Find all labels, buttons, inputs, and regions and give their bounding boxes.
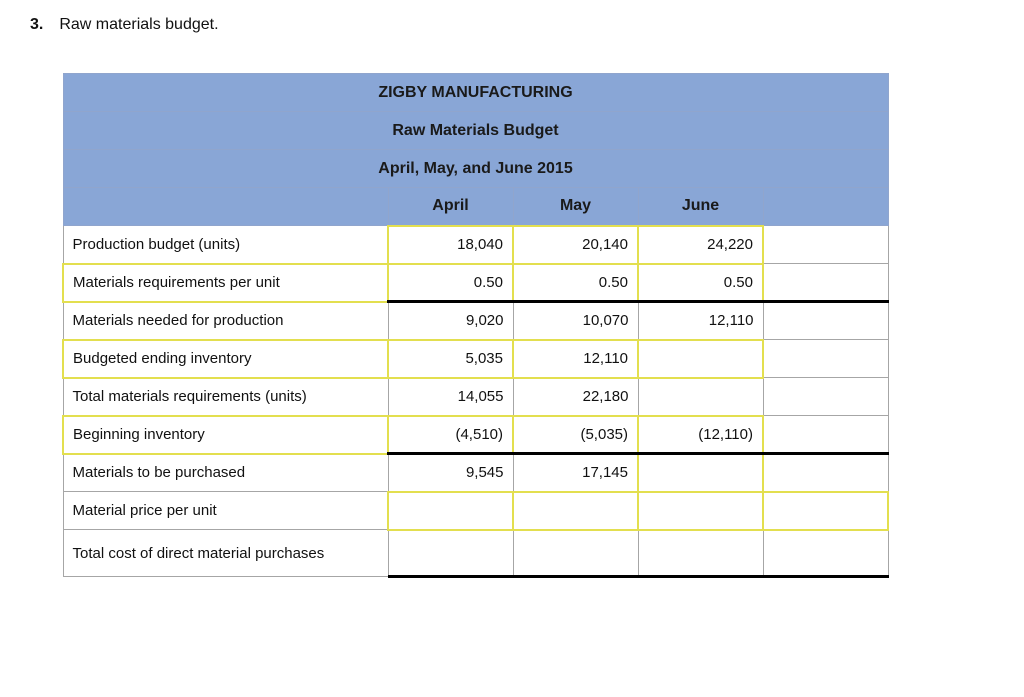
- table-title-report: Raw Materials Budget: [62, 111, 889, 150]
- column-header-blank-right: [762, 187, 889, 226]
- value-cell: [762, 263, 889, 303]
- row-label: Production budget (units): [62, 225, 389, 264]
- heading-text: Raw materials budget.: [59, 16, 219, 33]
- table-row: Total cost of direct material purchases: [62, 529, 889, 578]
- input-cell[interactable]: [387, 490, 514, 531]
- row-label: Material price per unit: [62, 491, 389, 530]
- value-cell: [762, 529, 889, 578]
- input-cell[interactable]: 0.50: [512, 262, 639, 303]
- input-cell[interactable]: 24,220: [637, 224, 764, 265]
- row-label: Materials to be purchased: [62, 453, 389, 492]
- input-cell[interactable]: [637, 452, 764, 493]
- input-cell[interactable]: (4,510): [387, 414, 514, 455]
- raw-materials-budget-table: ZIGBY MANUFACTURING Raw Materials Budget…: [62, 73, 889, 578]
- input-cell[interactable]: [637, 338, 764, 379]
- value-cell: 12,110: [637, 301, 764, 340]
- value-cell: 9,020: [387, 301, 514, 340]
- value-cell: [762, 453, 889, 492]
- value-cell: [637, 529, 764, 578]
- table-row: Total materials requirements (units) 14,0…: [62, 377, 889, 416]
- input-cell[interactable]: (5,035): [512, 414, 639, 455]
- table-title-company: ZIGBY MANUFACTURING: [62, 73, 889, 112]
- input-cell[interactable]: (12,110): [637, 414, 764, 455]
- value-cell: 14,055: [387, 377, 514, 416]
- value-cell: 9,545: [387, 453, 514, 492]
- value-cell: [512, 529, 639, 578]
- input-cell[interactable]: 12,110: [512, 338, 639, 379]
- value-cell: 17,145: [512, 453, 639, 492]
- value-cell: [762, 339, 889, 378]
- table-row: Material price per unit: [62, 490, 889, 531]
- table-title-row-period: April, May, and June 2015: [62, 149, 889, 188]
- value-cell: 10,070: [512, 301, 639, 340]
- input-cell[interactable]: 18,040: [387, 224, 514, 265]
- input-cell[interactable]: 0.50: [637, 262, 764, 303]
- value-cell: [762, 377, 889, 416]
- table-row: Materials requirements per unit 0.50 0.50 0…: [62, 262, 889, 303]
- row-label[interactable]: Beginning inventory: [62, 414, 389, 455]
- row-label[interactable]: Materials requirements per unit: [62, 262, 389, 303]
- table-title-row-company: ZIGBY MANUFACTURING: [62, 73, 889, 112]
- column-header-row: April May June: [62, 187, 889, 226]
- table-row: Beginning inventory (4,510) (5,035) (12,110…: [62, 414, 889, 455]
- input-cell[interactable]: [762, 490, 889, 531]
- value-cell: [387, 529, 514, 578]
- table-row: Materials to be purchased 9,545 17,145: [62, 452, 889, 493]
- row-label[interactable]: Budgeted ending inventory: [62, 338, 389, 379]
- table-title-period: April, May, and June 2015: [62, 149, 889, 188]
- column-header-may: May: [512, 187, 639, 226]
- input-cell[interactable]: [512, 490, 639, 531]
- value-cell: [762, 415, 889, 455]
- column-header-june: June: [637, 187, 764, 226]
- column-header-april: April: [387, 187, 514, 226]
- page-heading: 3. Raw materials budget.: [30, 16, 219, 34]
- input-cell[interactable]: 20,140: [512, 224, 639, 265]
- input-cell[interactable]: 0.50: [387, 262, 514, 303]
- value-cell: [762, 225, 889, 264]
- column-header-blank-left: [62, 187, 389, 226]
- row-label: Total cost of direct material purchases: [62, 529, 389, 577]
- value-cell: 22,180: [512, 377, 639, 416]
- table-row: Materials needed for production 9,020 10,0…: [62, 301, 889, 340]
- row-label: Materials needed for production: [62, 301, 389, 340]
- row-label: Total materials requirements (units): [62, 377, 389, 416]
- input-cell[interactable]: 5,035: [387, 338, 514, 379]
- value-cell: [762, 301, 889, 340]
- table-row: Production budget (units) 18,040 20,140 24,…: [62, 224, 889, 265]
- table-title-row-report: Raw Materials Budget: [62, 111, 889, 150]
- input-cell[interactable]: [637, 490, 764, 531]
- heading-number: 3.: [30, 16, 44, 33]
- value-cell: [637, 377, 764, 416]
- table-row: Budgeted ending inventory 5,035 12,110: [62, 338, 889, 379]
